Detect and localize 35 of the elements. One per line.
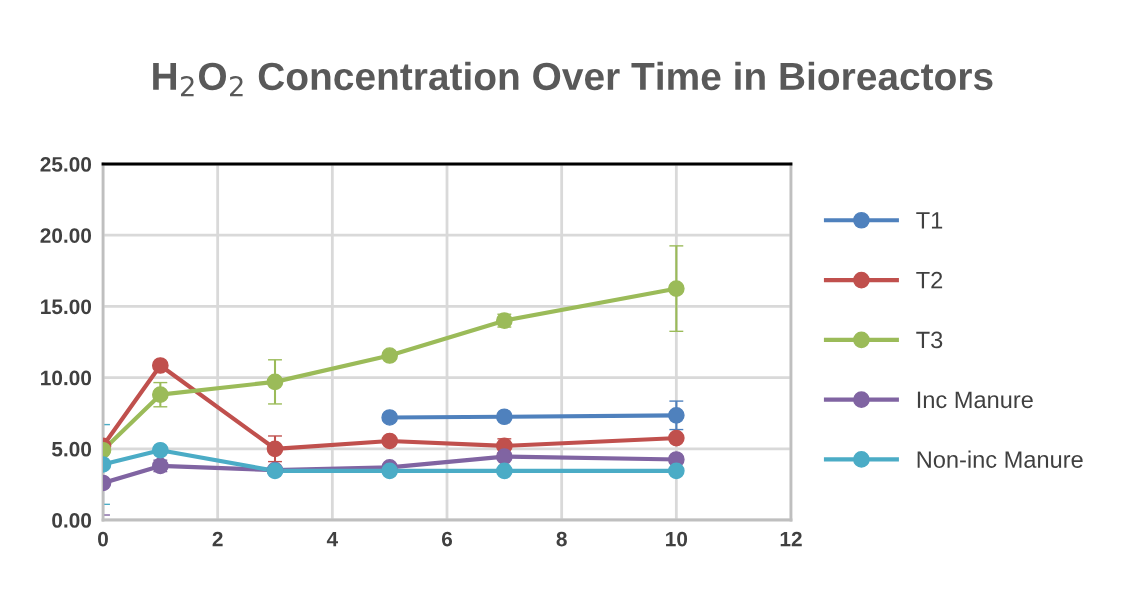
y-tick-label: 10.00 (41, 370, 92, 386)
point (381, 462, 399, 480)
legend-label: T3 (916, 331, 943, 349)
point (495, 462, 513, 480)
y-tick-label: 20.00 (40, 228, 92, 243)
point (266, 440, 284, 458)
legend-label: Inc Manure (917, 391, 1033, 409)
legend-label: T2 (916, 271, 943, 289)
x-tick-label: 8 (556, 531, 567, 547)
x-tick-label: 12 (780, 531, 802, 547)
x-tick-label: 6 (441, 531, 453, 547)
x-tick-label: 0 (98, 531, 108, 547)
y-tick-label: 25.00 (40, 157, 92, 172)
point (381, 432, 399, 450)
x-tick-label: 10 (666, 531, 688, 547)
point (151, 441, 169, 459)
point (667, 429, 685, 447)
point (667, 407, 685, 424)
point (495, 408, 513, 426)
y-tick-label: 15.00 (41, 299, 92, 315)
legend-label: T1 (916, 212, 943, 229)
legend-label: Non-inc Manure (917, 450, 1083, 468)
point (381, 347, 399, 364)
x-tick-label: 4 (326, 531, 339, 547)
point (667, 462, 685, 480)
point (667, 280, 685, 297)
y-tick-label: 0.00 (52, 513, 92, 528)
y-tick-label: 5.00 (51, 441, 92, 457)
point (381, 409, 399, 426)
point (151, 386, 169, 404)
x-tick-label: 2 (212, 531, 223, 547)
point (151, 357, 169, 374)
point (495, 448, 513, 465)
point (266, 373, 284, 391)
chart-title: H$_{2}$O$_{2}$ Concentration Over Time in Bioreactors (153, 61, 993, 97)
